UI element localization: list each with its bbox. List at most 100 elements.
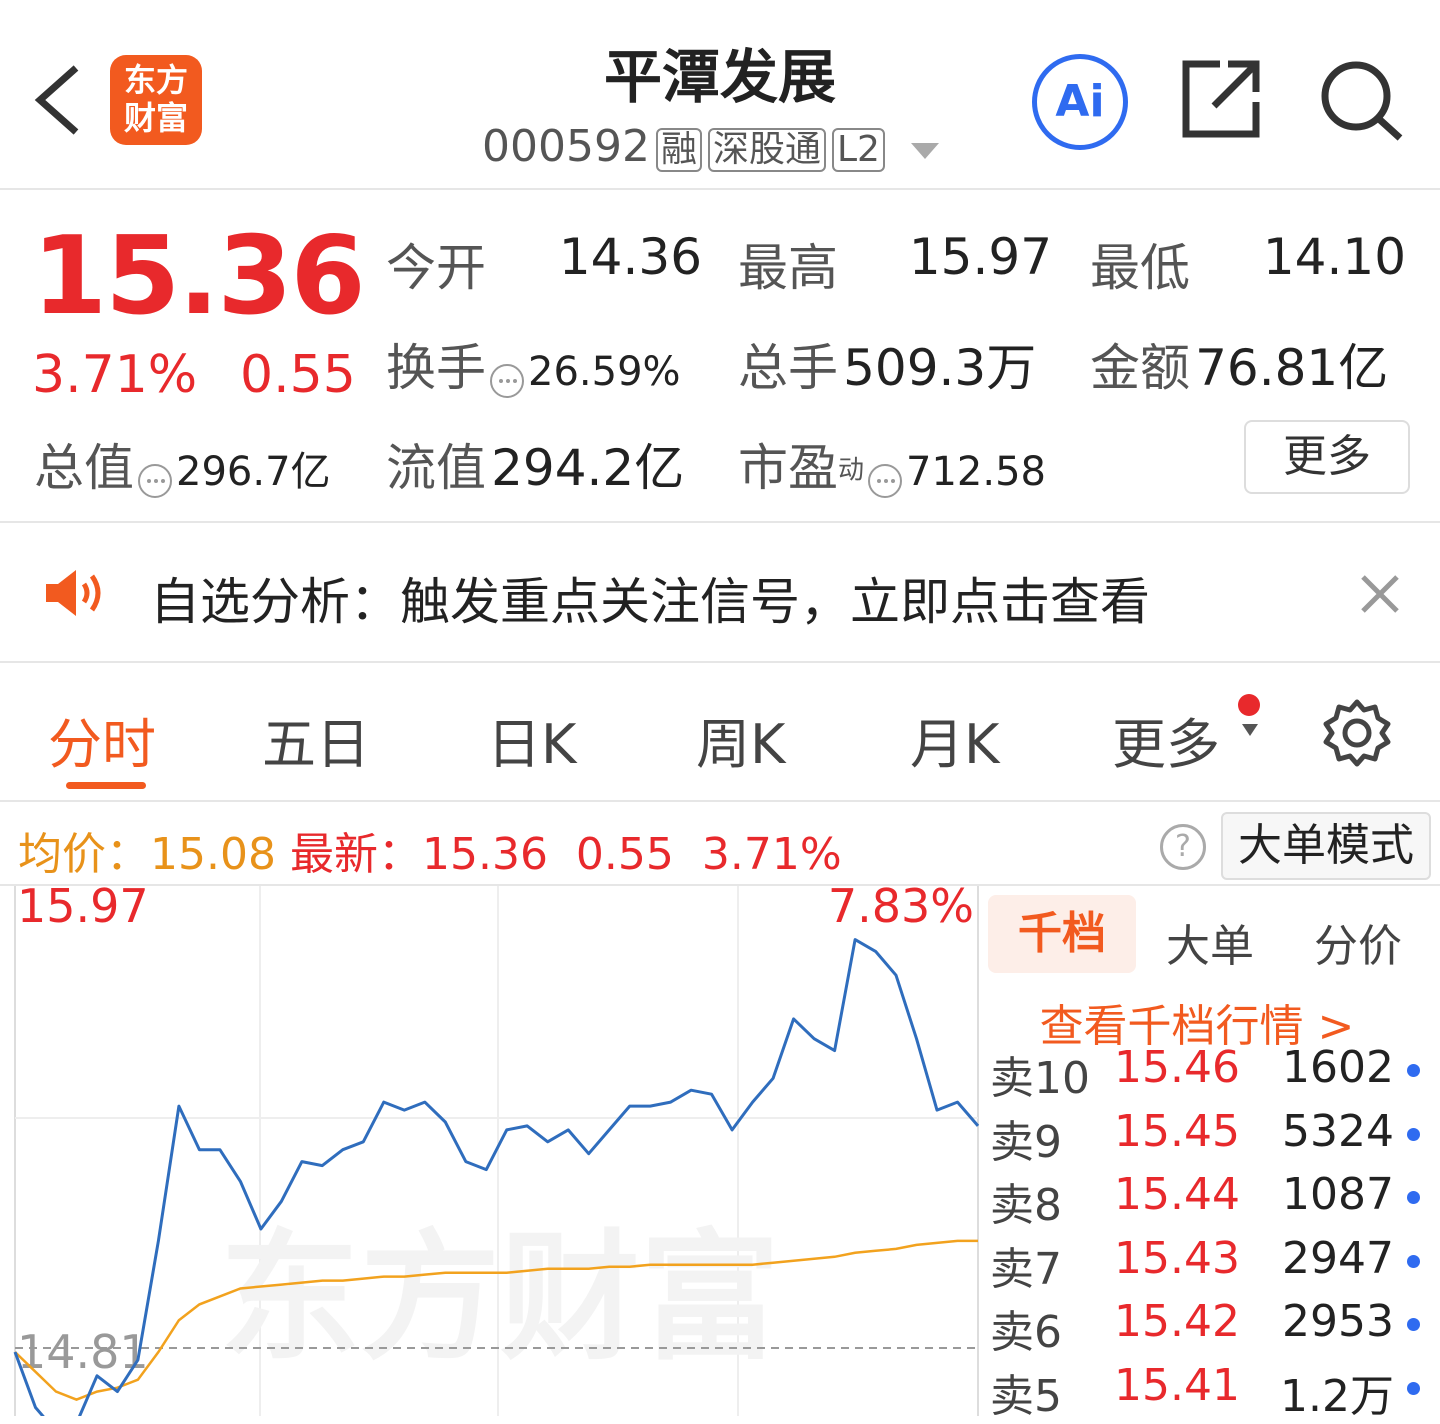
book-level: 卖8 (990, 1180, 1062, 1231)
close-button[interactable] (1360, 574, 1400, 614)
tab[interactable]: 日K (487, 713, 577, 776)
book-tab[interactable]: 大单 (1166, 921, 1254, 972)
field-value: 15.97 (908, 228, 1052, 286)
book-level: 卖9 (990, 1116, 1062, 1168)
info-icon[interactable] (138, 463, 172, 498)
field-label: 总手 (738, 339, 838, 397)
book-volume: 1.2万 (1280, 1370, 1394, 1422)
book-dot (1407, 1191, 1420, 1204)
field-value: 76.81亿 (1195, 339, 1389, 397)
field: 流值 294.2亿 (386, 428, 684, 500)
book-link[interactable]: 查看千档行情 > (1039, 1001, 1355, 1052)
tab[interactable]: 周K (696, 713, 786, 776)
field: 换手 26.59% (386, 328, 681, 400)
book-level: 卖6 (990, 1307, 1062, 1358)
field-value: 509.3万 (843, 339, 1037, 397)
field-label: 流值 (386, 439, 486, 497)
field-label: 最低 (1090, 239, 1190, 297)
field: 市盈动 712.58 (738, 428, 1046, 500)
back-button[interactable] (30, 62, 86, 138)
book-level: 卖10 (990, 1053, 1090, 1104)
stock-name: 平潭发展 (603, 43, 836, 111)
mode-button[interactable]: 大单模式 (1221, 812, 1431, 880)
book-level: 卖5 (990, 1370, 1062, 1422)
share-button[interactable] (1180, 58, 1264, 142)
latest-label: 最新： (289, 829, 422, 880)
tab[interactable]: 分时 (48, 713, 156, 776)
book-dot (1407, 1254, 1420, 1268)
change-pct: 3.71% (32, 345, 198, 405)
field: 金额 76.81亿 (1090, 328, 1388, 400)
info-line: 均价：15.08 最新：15.36 0.55 3.71% (18, 818, 842, 882)
book-dot (1407, 1381, 1420, 1395)
field-label: 换手 (386, 339, 486, 397)
field-value: 14.10 (1262, 228, 1406, 286)
field-label: 总值 (34, 439, 134, 497)
notice-text[interactable]: 自选分析：触发重点关注信号，立即点击查看 (150, 573, 1150, 631)
field: 总值 296.7亿 (34, 428, 331, 500)
book-price: 15.42 (1114, 1296, 1240, 1347)
divider (0, 521, 1440, 523)
field-value: 296.7亿 (176, 449, 331, 495)
dropdown-arrow[interactable] (909, 141, 943, 161)
book-dot (1407, 1064, 1420, 1077)
book-volume: 2947 (1282, 1232, 1394, 1284)
field-label: 最高 (738, 239, 838, 297)
book-volume: 1602 (1282, 1042, 1394, 1093)
tab-indicator (66, 782, 146, 789)
y-tick-label: 15.97 (17, 886, 149, 933)
stock-code: 000592 (482, 121, 650, 172)
more-button[interactable]: 更多 (1244, 420, 1410, 494)
tab[interactable]: 月K (910, 713, 1000, 776)
watermark: 东方财富 (220, 1217, 780, 1380)
field-label: 金额 (1090, 339, 1190, 397)
divider (0, 661, 1440, 663)
book-tab[interactable]: 分价 (1314, 921, 1402, 972)
field-label: 今开 (386, 239, 486, 297)
book-volume: 2953 (1282, 1296, 1394, 1347)
book-price: 15.46 (1114, 1042, 1240, 1093)
avg-value: 15.08 (150, 829, 276, 880)
speaker-icon (46, 570, 101, 616)
book-price: 15.41 (1114, 1359, 1240, 1411)
dropdown-arrow (1242, 724, 1258, 736)
pct-tick-label: 7.83% (828, 886, 974, 933)
book-dot (1407, 1318, 1420, 1331)
ai-button[interactable]: Ai (1032, 54, 1128, 150)
price-line (13, 938, 980, 1416)
avg-line (14, 1239, 978, 1401)
info-icon[interactable] (868, 463, 903, 498)
book-tab[interactable]: 千档 (988, 895, 1136, 973)
avg-label: 均价： (18, 829, 150, 880)
book-volume: 5324 (1282, 1105, 1394, 1157)
logo-text: 东方 (123, 61, 188, 99)
last-price: 15.36 (32, 214, 366, 339)
tab[interactable]: 更多 (1112, 713, 1220, 776)
divider (0, 884, 1440, 886)
book-dot (1407, 1127, 1420, 1141)
book-price: 15.45 (1114, 1105, 1240, 1157)
divider (0, 188, 1440, 190)
divider (0, 800, 1440, 802)
info-icon[interactable] (490, 363, 524, 398)
field-value: 14.36 (558, 228, 702, 286)
book-level: 卖7 (990, 1243, 1062, 1295)
change-pct: 3.71% (701, 829, 842, 880)
code-line: 000592 融深股通 L2 (482, 122, 943, 172)
logo-text: 财富 (123, 99, 188, 137)
tag: L2 (832, 128, 885, 172)
tab[interactable]: 五日 (262, 713, 370, 776)
red-dot (1238, 694, 1260, 716)
field-label: 市盈 (738, 439, 838, 497)
book-volume: 1087 (1282, 1169, 1394, 1220)
book-price: 15.44 (1114, 1169, 1240, 1220)
app-logo[interactable]: 东方 财富 (110, 55, 202, 145)
change: 0.55 (575, 829, 674, 880)
field: 总手 509.3万 (738, 328, 1036, 400)
help-icon[interactable]: ? (1160, 824, 1206, 870)
field-value: 26.59% (528, 349, 681, 395)
search-button[interactable] (1318, 58, 1408, 142)
settings-button[interactable] (1322, 698, 1392, 768)
latest-value: 15.36 (421, 829, 548, 880)
